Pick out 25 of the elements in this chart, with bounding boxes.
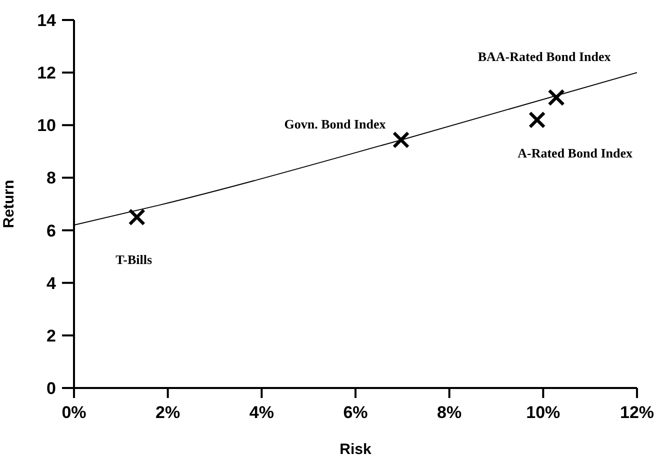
point: [392, 131, 410, 148]
y-axis-title: Return: [0, 180, 18, 228]
annotation: T-Bills: [116, 252, 152, 267]
y-tick-label: 14: [37, 11, 57, 30]
y-tick-label: 6: [46, 221, 56, 240]
annotation: Govn. Bond Index: [284, 116, 386, 132]
y-tick-label: 10: [37, 116, 56, 136]
x-tick-label: 8%: [437, 403, 462, 422]
x-tick-label: 4%: [249, 403, 274, 422]
annotation: A-Rated Bond Index: [518, 146, 633, 160]
x-tick-label: 6%: [343, 403, 368, 422]
point: [128, 208, 146, 226]
point: [548, 88, 565, 106]
annotation: BAA-Rated Bond Index: [478, 49, 612, 64]
x-tick-label: 2%: [156, 403, 180, 422]
point: [528, 111, 546, 128]
x-tick-label: 0%: [62, 403, 86, 422]
y-tick-label: 4: [46, 274, 57, 293]
y-tick-label: 8: [46, 168, 56, 188]
y-tick-label: 2: [46, 326, 56, 346]
y-tick-label: 12: [37, 64, 56, 83]
x-tick-label: 12%: [620, 403, 654, 422]
x-tick-label: 10%: [526, 403, 560, 422]
y-tick-label: 0: [46, 379, 56, 398]
x-axis-title: Risk: [340, 441, 372, 458]
